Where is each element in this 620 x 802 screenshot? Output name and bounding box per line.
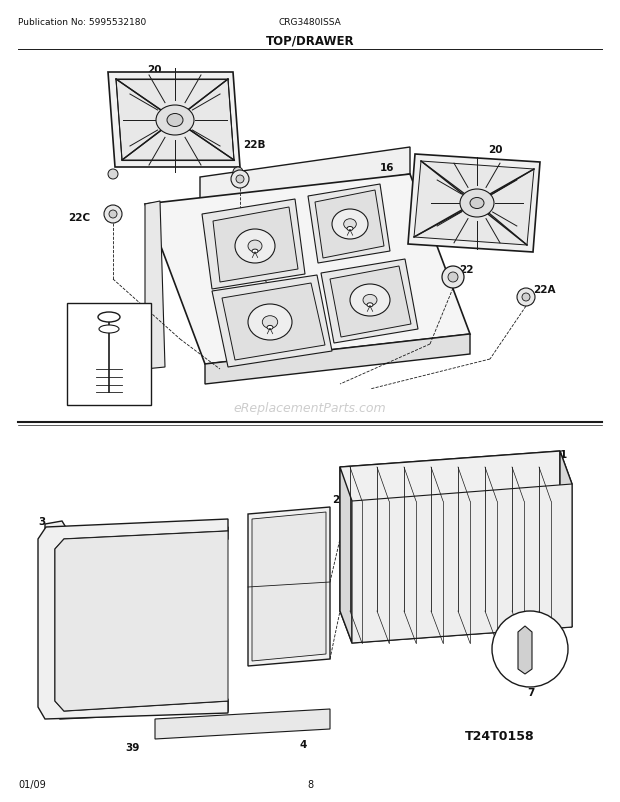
Text: 16: 16	[380, 163, 394, 172]
Ellipse shape	[343, 220, 356, 230]
Text: 39: 39	[125, 742, 140, 752]
Ellipse shape	[248, 241, 262, 253]
Polygon shape	[315, 191, 384, 259]
Polygon shape	[252, 512, 326, 661]
Ellipse shape	[262, 316, 278, 329]
Polygon shape	[45, 521, 228, 719]
Text: eReplacementParts.com: eReplacementParts.com	[234, 402, 386, 415]
Polygon shape	[352, 484, 572, 643]
Circle shape	[109, 211, 117, 219]
Polygon shape	[108, 73, 240, 168]
Ellipse shape	[98, 313, 120, 322]
Text: 22: 22	[459, 265, 474, 274]
Circle shape	[517, 289, 535, 306]
Polygon shape	[308, 184, 390, 264]
Circle shape	[104, 206, 122, 224]
Text: 20: 20	[147, 65, 161, 75]
Polygon shape	[202, 200, 305, 290]
Text: 22C: 22C	[68, 213, 90, 223]
Ellipse shape	[267, 326, 273, 330]
Polygon shape	[200, 148, 410, 205]
Ellipse shape	[347, 227, 353, 231]
Ellipse shape	[252, 249, 258, 253]
Polygon shape	[321, 260, 418, 343]
Ellipse shape	[363, 295, 377, 306]
Circle shape	[236, 176, 244, 184]
Ellipse shape	[470, 198, 484, 209]
Polygon shape	[414, 162, 534, 245]
Polygon shape	[145, 175, 470, 365]
Circle shape	[231, 171, 249, 188]
Polygon shape	[205, 334, 470, 384]
Circle shape	[522, 294, 530, 302]
Text: CRG3480ISSA: CRG3480ISSA	[278, 18, 342, 27]
Polygon shape	[340, 594, 572, 643]
Circle shape	[448, 273, 458, 282]
Polygon shape	[145, 202, 165, 370]
Ellipse shape	[167, 115, 183, 128]
Ellipse shape	[332, 210, 368, 240]
FancyBboxPatch shape	[67, 304, 151, 406]
Text: 1: 1	[560, 449, 567, 460]
Ellipse shape	[367, 303, 373, 307]
Polygon shape	[340, 468, 352, 643]
Text: 22B: 22B	[243, 140, 265, 150]
Polygon shape	[212, 276, 332, 367]
Polygon shape	[222, 284, 325, 361]
Polygon shape	[340, 452, 560, 611]
Text: 22A: 22A	[533, 285, 556, 294]
Text: 01/09: 01/09	[18, 779, 46, 789]
Text: 7: 7	[527, 687, 534, 697]
Text: 3: 3	[38, 516, 45, 526]
Ellipse shape	[235, 229, 275, 264]
Polygon shape	[116, 80, 234, 160]
Polygon shape	[408, 155, 540, 253]
Text: 8: 8	[307, 779, 313, 789]
Text: Publication No: 5995532180: Publication No: 5995532180	[18, 18, 146, 27]
Text: T24T0158: T24T0158	[465, 729, 534, 742]
Circle shape	[108, 170, 118, 180]
Ellipse shape	[156, 106, 194, 136]
Ellipse shape	[248, 305, 292, 341]
Ellipse shape	[460, 190, 494, 217]
Polygon shape	[213, 208, 298, 282]
Text: 20: 20	[488, 145, 502, 155]
Ellipse shape	[350, 285, 390, 317]
Polygon shape	[518, 626, 532, 674]
Polygon shape	[560, 452, 572, 627]
Polygon shape	[340, 452, 572, 501]
Polygon shape	[38, 520, 228, 719]
Text: 2: 2	[332, 494, 339, 504]
Text: TOP/DRAWER: TOP/DRAWER	[266, 35, 354, 48]
Ellipse shape	[99, 326, 119, 334]
Circle shape	[442, 267, 464, 289]
Polygon shape	[155, 709, 330, 739]
Circle shape	[492, 611, 568, 687]
Text: 4: 4	[300, 739, 308, 749]
Polygon shape	[248, 508, 330, 666]
Text: 88: 88	[80, 310, 94, 320]
Circle shape	[233, 168, 243, 178]
Polygon shape	[330, 267, 411, 338]
Polygon shape	[55, 532, 228, 711]
